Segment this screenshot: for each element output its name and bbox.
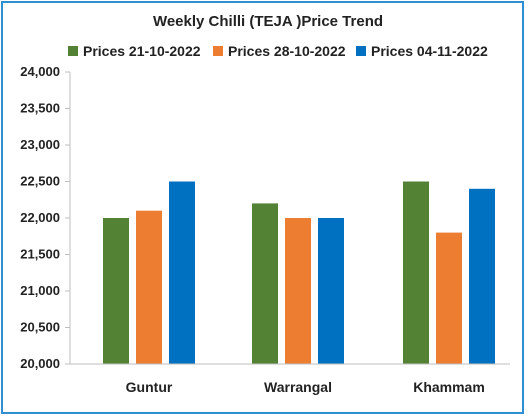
legend-swatch	[68, 46, 78, 56]
y-tick-label: 23,500	[20, 101, 60, 116]
legend-item: Prices 04-11-2022	[356, 43, 488, 59]
y-tick-label: 24,000	[20, 64, 60, 79]
bar	[136, 210, 162, 364]
chart-title: Weekly Chilli (TEJA )Price Trend	[153, 13, 383, 30]
bar	[318, 218, 344, 364]
bar	[469, 188, 495, 364]
legend-item: Prices 21-10-2022	[68, 43, 201, 59]
y-tick-label: 22,500	[20, 174, 60, 189]
y-tick-label: 21,000	[20, 283, 60, 298]
bar	[436, 232, 462, 364]
bar	[103, 218, 129, 364]
legend-swatch	[356, 46, 366, 56]
bars	[103, 181, 495, 364]
legend: Prices 21-10-2022 Prices 28-10-2022 Prices…	[68, 43, 488, 59]
legend-label: Prices 21-10-2022	[83, 43, 201, 59]
bar	[252, 203, 278, 364]
y-axis: 20,000 20,500 21,000 21,500 22,000 22,500 23,0…	[20, 64, 71, 371]
bar	[403, 181, 429, 364]
y-tick-label: 22,000	[20, 210, 60, 225]
y-tick-label: 20,000	[20, 356, 60, 371]
x-tick-label: Warrangal	[264, 379, 332, 395]
y-tick-label: 23,000	[20, 137, 60, 152]
bar	[285, 218, 311, 364]
legend-label: Prices 04-11-2022	[371, 43, 488, 59]
legend-swatch	[213, 46, 223, 56]
x-axis: Guntur Warrangal Khammam	[70, 363, 510, 395]
x-tick-label: Guntur	[126, 379, 173, 395]
legend-item: Prices 28-10-2022	[213, 43, 346, 59]
bar	[169, 181, 195, 364]
legend-label: Prices 28-10-2022	[228, 43, 346, 59]
x-tick-label: Khammam	[413, 379, 485, 395]
y-tick-label: 20,500	[20, 320, 60, 335]
y-tick-label: 21,500	[20, 247, 60, 262]
